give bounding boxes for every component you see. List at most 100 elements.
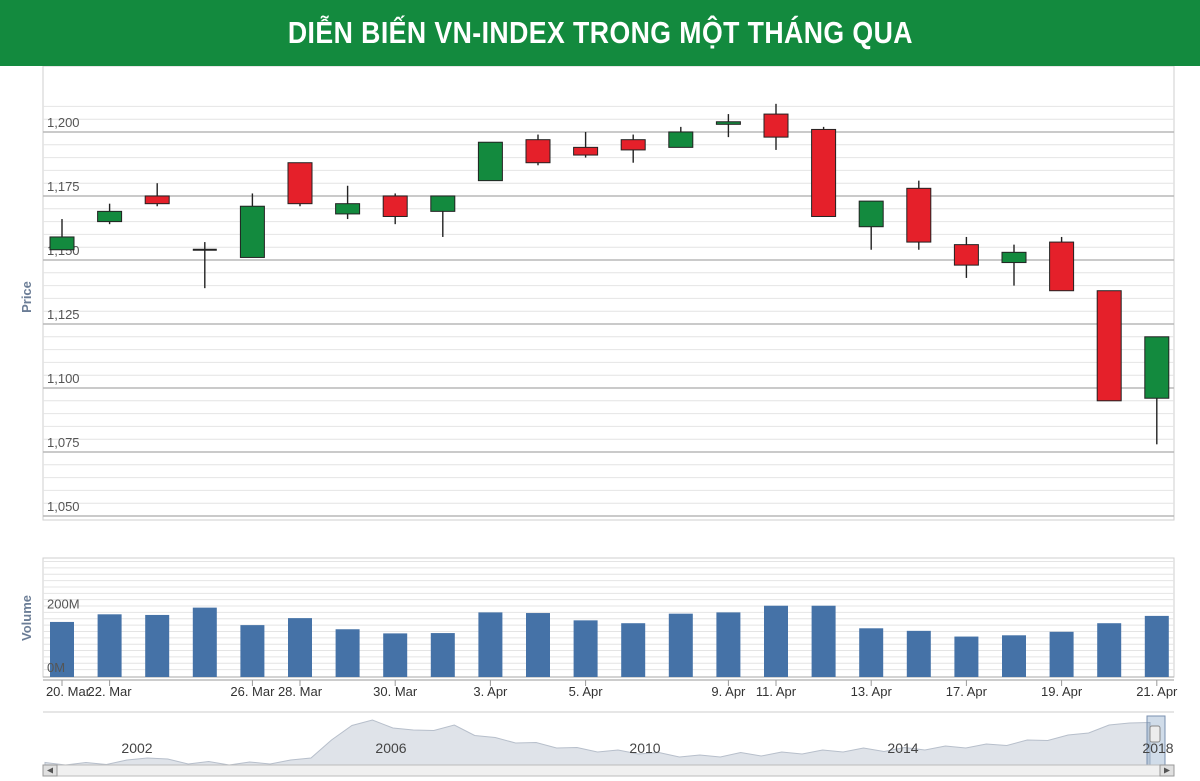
candlestick-series — [49, 103, 1170, 445]
volume-bar — [383, 633, 408, 677]
navigator-year-label: 2006 — [375, 740, 406, 756]
candle-body — [287, 162, 313, 205]
candle — [430, 195, 456, 237]
volume-bar — [668, 613, 693, 677]
candle — [477, 141, 503, 182]
candle — [192, 242, 217, 289]
candle-body — [382, 195, 408, 217]
candle — [1001, 244, 1027, 286]
y-tick-label: 1,050 — [47, 499, 80, 514]
candle — [49, 219, 75, 251]
candle-body — [477, 141, 503, 182]
x-tick-label: 11. Apr — [756, 684, 797, 699]
volume-bar — [621, 623, 646, 677]
navigator: 2002 2006 2010 2014 2018 — [42, 711, 1175, 777]
candle — [1049, 236, 1075, 292]
volume-bar — [50, 621, 74, 677]
candle — [763, 103, 789, 150]
chart-area: 1,050 1,075 1,100 1,125 1,150 1,175 1,200 0M 20… — [0, 66, 1200, 781]
candle-body — [668, 131, 694, 148]
left-arrow-icon — [47, 767, 53, 774]
volume-bar — [240, 625, 265, 677]
candle-body — [97, 210, 123, 223]
candle — [1096, 290, 1122, 402]
volume-bar — [906, 630, 931, 677]
volume-grid — [42, 557, 1175, 678]
volume-bar — [811, 605, 836, 677]
volume-bar — [954, 636, 979, 677]
y-tick-label: 1,125 — [47, 307, 80, 322]
candle — [906, 180, 932, 250]
navigator-year-label: 2018 — [1142, 740, 1173, 756]
y-tick-label: 1,175 — [47, 179, 80, 194]
volume-bar — [1144, 615, 1169, 677]
navigator-handle — [1149, 725, 1161, 743]
volume-bar — [145, 614, 170, 677]
candle — [811, 126, 837, 217]
candle-body — [715, 121, 741, 125]
candle-body — [1144, 336, 1170, 399]
candle-body — [239, 205, 265, 258]
candle-body — [953, 244, 979, 266]
volume-axis-title: Volume — [19, 595, 34, 641]
candle-body — [858, 200, 884, 228]
candle-body — [1049, 241, 1075, 292]
y-tick-label: 1,200 — [47, 115, 80, 130]
x-tick-label: 26. Mar — [230, 684, 275, 699]
candle — [525, 134, 551, 166]
volume-bar — [192, 607, 217, 677]
price-grid — [42, 66, 1175, 521]
candle-body — [573, 146, 599, 156]
candle — [953, 236, 979, 278]
volume-bar — [764, 605, 788, 677]
x-tick-label: 21. Apr — [1136, 684, 1178, 699]
price-axis-title: Price — [19, 281, 34, 313]
volume-bar — [1049, 631, 1074, 677]
candle-body — [1001, 251, 1027, 264]
volume-bar — [859, 628, 884, 677]
scrollbar-track — [42, 764, 1175, 777]
candle-body — [1096, 290, 1122, 402]
right-arrow-icon — [1164, 767, 1170, 774]
x-tick-label: 13. Apr — [851, 684, 893, 699]
volume-bar — [1002, 635, 1026, 677]
navigator-year-label: 2002 — [121, 740, 152, 756]
y-tick-label: 1,100 — [47, 371, 80, 386]
x-tick-label: 30. Mar — [373, 684, 418, 699]
price-panel — [42, 66, 1175, 521]
candle-body — [49, 236, 75, 251]
volume-bar — [1097, 623, 1122, 677]
candle — [715, 114, 741, 138]
y-tick-label: 200M — [47, 596, 80, 611]
candle-body — [335, 203, 361, 215]
y-tick-label: 1,075 — [47, 435, 80, 450]
candle — [97, 203, 123, 225]
navigator-year-label: 2014 — [887, 740, 918, 756]
candle — [144, 183, 170, 207]
x-tick-label: 20. Mar — [46, 684, 91, 699]
candle — [858, 200, 884, 250]
candle — [239, 193, 265, 258]
x-tick-label: 22. Mar — [88, 684, 133, 699]
candle — [668, 126, 694, 148]
candle — [573, 132, 599, 158]
x-tick-label: 5. Apr — [569, 684, 604, 699]
volume-series — [50, 605, 1169, 677]
volume-bar — [335, 629, 360, 677]
x-tick-label: 9. Apr — [711, 684, 746, 699]
candle-body — [906, 187, 932, 243]
header-banner: DIỄN BIẾN VN-INDEX TRONG MỘT THÁNG QUA — [0, 0, 1200, 66]
volume-bar — [430, 633, 455, 677]
candle — [1144, 336, 1170, 445]
candle — [335, 185, 361, 220]
candle-body — [620, 139, 646, 151]
candle — [620, 134, 646, 163]
navigator-series — [44, 719, 1151, 767]
volume-bar — [288, 618, 312, 677]
candle-body — [811, 128, 837, 217]
candle-body — [144, 195, 170, 205]
navigator-year-label: 2010 — [629, 740, 660, 756]
candle-body — [763, 113, 789, 138]
